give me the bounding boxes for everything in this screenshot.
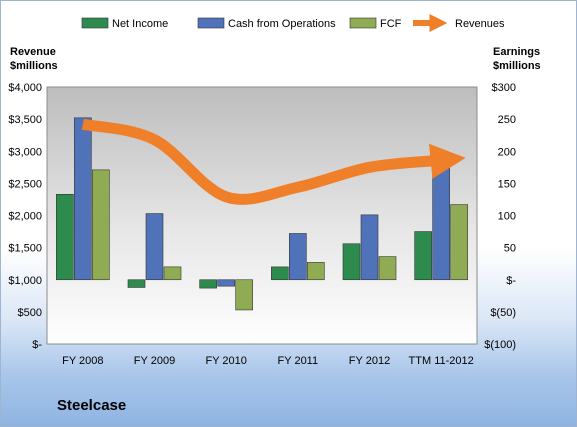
right-axis-title: Earnings $millions [493,45,541,73]
net-income-bar [127,279,146,288]
left-tick-label: $3,000 [8,146,42,158]
x-tick-label: FY 2010 [205,355,246,367]
right-tick-label: $(50) [490,307,516,319]
cash-from-operations-bar [432,161,450,281]
left-tick-label: $2,000 [8,211,42,223]
right-tick-label: 250 [498,114,516,126]
legend-revenues: Revenues [413,14,505,32]
legend-label: Cash from Operations [228,18,336,30]
cash-from-operations-bar [217,279,235,287]
legend-net-income: Net Income [81,17,168,30]
x-axis-labels: FY 2008 FY 2009 FY 2010 FY 2011 FY 2012 TTM 1… [62,355,474,367]
fcf-bar [378,256,397,281]
legend-label: Net Income [112,18,168,30]
x-tick-label: FY 2009 [134,355,175,367]
legend-swatch [197,17,225,29]
legend: Net Income Cash from Operations FCF Revenue… [81,14,505,32]
right-tick-label: 200 [498,146,516,158]
net-income-bar [342,243,361,281]
fcf-bar [307,262,325,281]
fcf-bar [163,266,182,281]
left-axis-title-line1: Revenue [10,46,56,58]
fcf-bar [92,169,110,281]
cash-from-operations-bar [360,214,379,281]
right-tick-label: $- [506,275,516,287]
left-axis-title: Revenue $millions [10,45,58,73]
legend-cash-from-operations: Cash from Operations [197,17,336,30]
x-tick-label: FY 2012 [349,355,390,367]
legend-label: FCF [380,18,402,30]
left-tick-label: $1,000 [8,275,42,287]
x-tick-label: FY 2008 [62,355,103,367]
net-income-bar [56,193,74,281]
right-axis-title-line1: Earnings [493,46,541,58]
right-tick-label: 150 [498,178,516,190]
x-tick-label: FY 2011 [278,355,319,367]
legend-label: Revenues [455,18,505,30]
left-tick-label: $4,000 [8,82,42,94]
right-tick-label: 50 [504,243,516,255]
left-tick-label: $3,500 [8,114,42,126]
left-tick-label: $500 [18,307,42,319]
revenues-line [81,118,466,205]
cash-from-operations-bar [289,233,307,281]
cash-from-operations-bar [145,213,164,281]
fcf-bar [235,279,253,311]
left-axis-title-line2: $millions [10,60,58,72]
legend-swatch [349,17,377,29]
legend-swatch [81,17,109,29]
left-tick-label: $2,500 [8,178,42,190]
net-income-bar [199,279,217,289]
right-axis-ticks: $(100) $(50) $- 50 100 150 200 250 $300 [484,82,516,351]
right-axis-title-line2: $millions [493,60,541,72]
net-income-bar [271,266,289,281]
company-name: Steelcase [57,397,127,414]
fcf-bar [450,204,468,281]
bars [56,117,468,311]
legend-fcf: FCF [349,17,402,30]
right-tick-label: $300 [492,82,516,94]
left-tick-label: $1,500 [8,243,42,255]
right-tick-label: $(100) [484,339,516,351]
net-income-bar [414,231,432,281]
cash-from-operations-bar [74,117,92,281]
left-axis-ticks: $- $500 $1,000 $1,500 $2,000 $2,500 $3,000 $3,5… [8,82,42,351]
right-tick-label: 100 [498,211,516,223]
left-tick-label: $- [32,339,42,351]
x-tick-label: TTM 11-2012 [409,355,474,367]
